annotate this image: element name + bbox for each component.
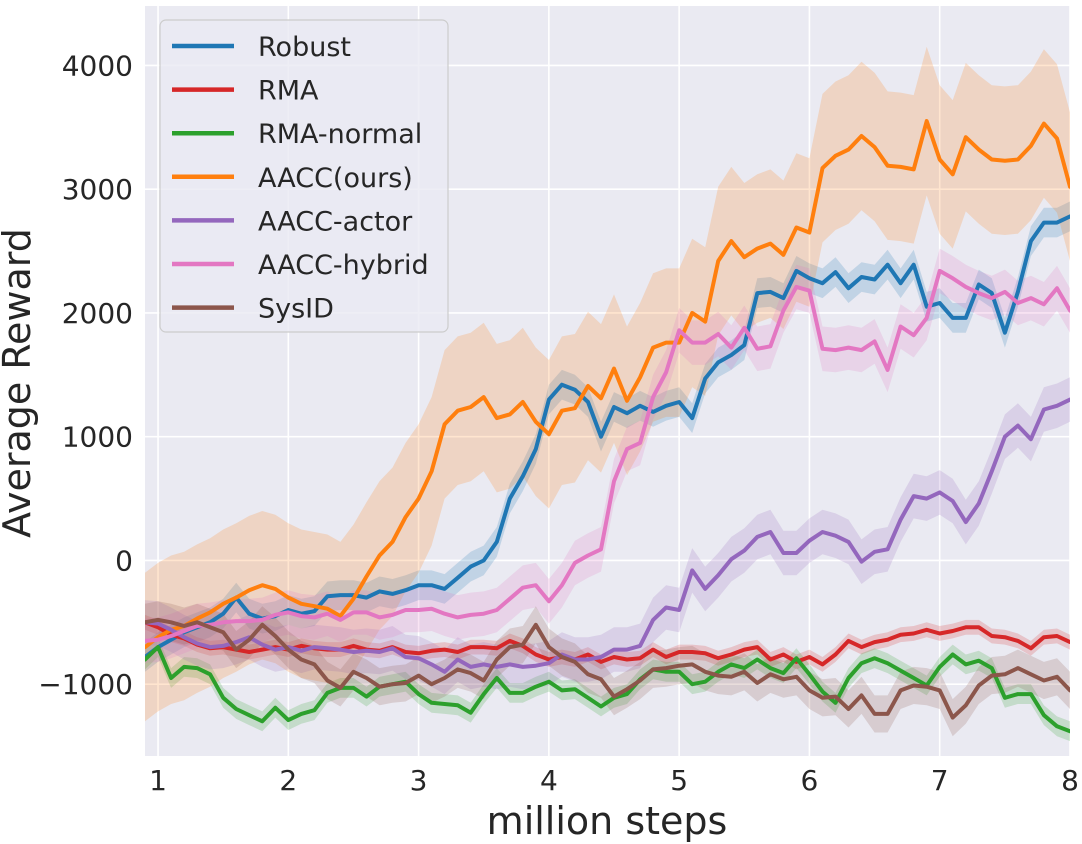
confidence-band (145, 601, 1070, 737)
y-tick-label: 0 (115, 544, 133, 577)
legend-label: Robust (258, 32, 351, 63)
series-lines (145, 119, 1070, 734)
legend-label: RMA-normal (258, 119, 422, 150)
legend-label: AACC(ours) (258, 163, 413, 194)
y-tick-label: −1000 (38, 668, 133, 701)
x-tick-label: 2 (279, 764, 297, 797)
confidence-band (145, 637, 1070, 742)
legend: Robust RMA RMA-normal AACC(ours) AACC-actor A… (159, 19, 449, 333)
y-tick-labels: −1000 0 1000 2000 3000 4000 (38, 49, 133, 701)
confidence-band (145, 201, 1070, 672)
x-axis-title: million steps (487, 799, 728, 843)
series-line (145, 620, 1070, 667)
y-tick-label: 3000 (62, 173, 133, 206)
y-tick-label: 1000 (62, 421, 133, 454)
legend-label: RMA (258, 76, 319, 107)
series-line (145, 645, 1070, 734)
x-tick-label: 6 (801, 764, 819, 797)
y-axis-title: Average Reward (0, 228, 39, 538)
series-line (145, 397, 1070, 674)
legend-label: SysID (258, 294, 334, 325)
x-tick-labels: 1 2 3 4 5 6 7 8 (149, 764, 1079, 797)
legend-frame (159, 19, 449, 333)
y-tick-label: 4000 (62, 49, 133, 82)
x-tick-label: 7 (931, 764, 949, 797)
x-tick-label: 3 (410, 764, 428, 797)
confidence-band (145, 248, 1070, 664)
x-tick-label: 5 (670, 764, 688, 797)
series-line (145, 214, 1070, 659)
series-line (145, 268, 1070, 643)
series-line (145, 617, 1070, 720)
x-tick-label: 8 (1061, 764, 1079, 797)
legend-label: AACC-hybrid (258, 250, 429, 281)
confidence-band (145, 614, 1070, 672)
series-line (145, 119, 1070, 650)
y-tick-label: 2000 (62, 297, 133, 330)
x-tick-label: 4 (540, 764, 558, 797)
x-tick-label: 1 (149, 764, 167, 797)
legend-label: AACC-actor (258, 206, 413, 237)
confidence-band (145, 377, 1070, 695)
